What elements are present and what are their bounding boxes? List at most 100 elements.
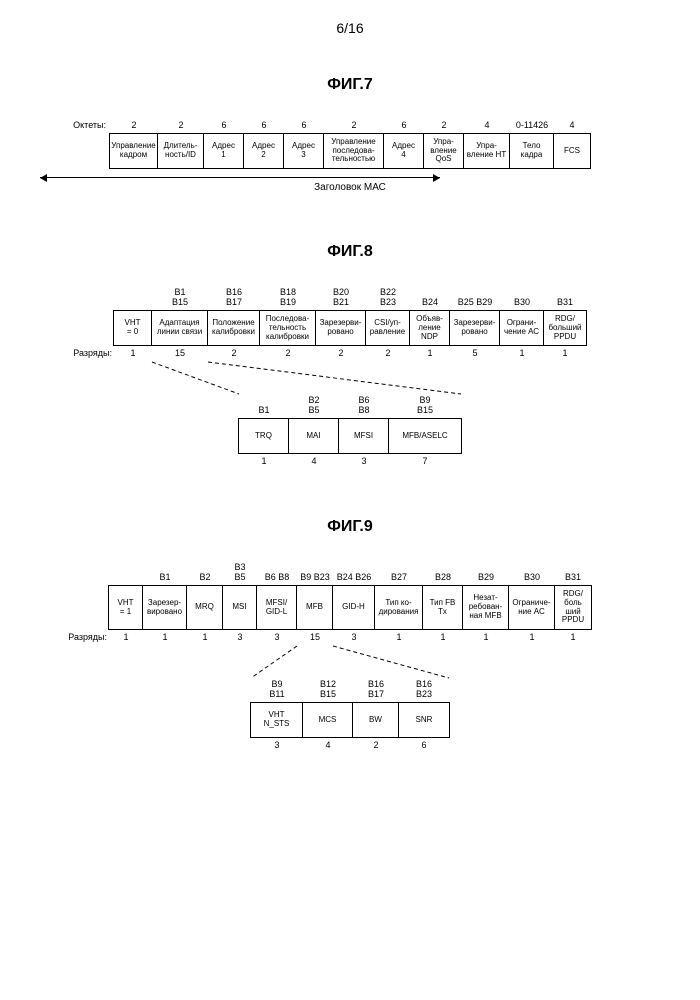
mac-header-arrow bbox=[40, 177, 440, 178]
field-cell: MFSI bbox=[339, 419, 389, 453]
bits-header-cell: B24 bbox=[410, 286, 450, 310]
field-cell: Ограниче-ние АС bbox=[509, 586, 555, 629]
fig9-sub-table: VHTN_STSMCSBWSNR bbox=[250, 702, 450, 738]
field-cell: Управление кадром bbox=[110, 134, 158, 168]
field-cell: 1 bbox=[143, 630, 187, 644]
field-cell: 3 bbox=[251, 738, 303, 752]
field-cell: 2 bbox=[158, 119, 204, 133]
field-cell: 3 bbox=[257, 630, 297, 644]
field-cell: 1 bbox=[114, 346, 152, 360]
bits-header-cell: B29 bbox=[463, 561, 509, 585]
field-cell: 1 bbox=[500, 346, 544, 360]
bits-header-cell: B27 bbox=[375, 561, 423, 585]
bits-header-cell: B20B21 bbox=[316, 286, 366, 310]
field-cell: 6 bbox=[204, 119, 244, 133]
field-cell: RDG/большийPPDU bbox=[555, 586, 591, 629]
figure-8: ФИГ.8 B1B15B16B17B18B19B20B21B22B23B24B2… bbox=[40, 243, 660, 468]
fig8-bits-footer: Разряды:11522221511 bbox=[114, 346, 586, 360]
field-cell: 3 bbox=[339, 454, 389, 468]
field-cell: 1 bbox=[410, 346, 450, 360]
field-cell: Незат-ребован-ная MFB bbox=[463, 586, 509, 629]
field-cell: MSI bbox=[223, 586, 257, 629]
bits-header-cell bbox=[114, 286, 152, 310]
field-cell: Упра-влениеQoS bbox=[424, 134, 464, 168]
field-cell: 2 bbox=[260, 346, 316, 360]
field-cell: Зарезерви-ровано bbox=[450, 311, 500, 345]
bits-header-cell: B9B15 bbox=[389, 394, 461, 418]
page-number: 6/16 bbox=[40, 20, 660, 36]
field-cell: Адрес4 bbox=[384, 134, 424, 168]
bits-header-cell: B31 bbox=[555, 561, 591, 585]
fig9-title: ФИГ.9 bbox=[40, 518, 660, 536]
fig9-table: VHT= 1Зарезер-вированоMRQMSIMFSI/GID-LMF… bbox=[108, 585, 592, 630]
field-cell: 2 bbox=[353, 738, 399, 752]
field-cell: Адрес2 bbox=[244, 134, 284, 168]
bits-header-cell: B28 bbox=[423, 561, 463, 585]
fig8-bits-header: B1B15B16B17B18B19B20B21B22B23B24B25 B29B… bbox=[114, 286, 586, 310]
field-cell: 4 bbox=[303, 738, 353, 752]
field-cell: 7 bbox=[389, 454, 461, 468]
bits-header-cell: B24 B26 bbox=[333, 561, 375, 585]
bits-header-cell: B30 bbox=[509, 561, 555, 585]
bits-header-cell: B16B17 bbox=[208, 286, 260, 310]
figure-9: ФИГ.9 B1B2B3B5B6 B8B9 B23B24 B26B27B28B2… bbox=[40, 518, 660, 752]
field-cell: Адаптациялинии связи bbox=[152, 311, 208, 345]
field-cell: 1 bbox=[109, 630, 143, 644]
bits-header-cell: B1 bbox=[239, 394, 289, 418]
field-cell: 1 bbox=[375, 630, 423, 644]
field-cell: TRQ bbox=[239, 419, 289, 453]
figure-7: ФИГ.7 Октеты:2266626240-114264 Управлени… bbox=[40, 76, 660, 193]
field-cell: 4 bbox=[554, 119, 590, 133]
field-cell: 2 bbox=[208, 346, 260, 360]
bits-header-cell: B12B15 bbox=[303, 678, 353, 702]
field-cell: 1 bbox=[187, 630, 223, 644]
field-cell: 15 bbox=[297, 630, 333, 644]
fig8-expand-lines bbox=[114, 360, 586, 396]
field-cell: Тип FBTx bbox=[423, 586, 463, 629]
field-cell: VHT= 0 bbox=[114, 311, 152, 345]
field-cell: 2 bbox=[110, 119, 158, 133]
field-cell: 1 bbox=[544, 346, 586, 360]
field-cell: 4 bbox=[464, 119, 510, 133]
field-cell: 3 bbox=[333, 630, 375, 644]
field-cell: 6 bbox=[284, 119, 324, 133]
fig9-bits-footer: Разряды:1113315311111 bbox=[109, 630, 591, 644]
field-cell: Зарезерви-ровано bbox=[316, 311, 366, 345]
field-cell: VHT= 1 bbox=[109, 586, 143, 629]
bits-header-cell: B18B19 bbox=[260, 286, 316, 310]
fig8-title: ФИГ.8 bbox=[40, 243, 660, 261]
field-cell: 5 bbox=[450, 346, 500, 360]
fig8-sub-header: B1B2B5B6B8B9B15 bbox=[239, 394, 461, 418]
field-cell: GID-H bbox=[333, 586, 375, 629]
bits-header-cell: B1 bbox=[143, 561, 187, 585]
field-cell: 1 bbox=[555, 630, 591, 644]
field-cell: 2 bbox=[424, 119, 464, 133]
field-cell: 15 bbox=[152, 346, 208, 360]
field-cell: Тип ко-дирования bbox=[375, 586, 423, 629]
fig9-bits-header: B1B2B3B5B6 B8B9 B23B24 B26B27B28B29B30B3… bbox=[109, 561, 591, 585]
field-cell: BW bbox=[353, 703, 399, 737]
field-cell: Упра-вление HT bbox=[464, 134, 510, 168]
fig8-table: VHT= 0Адаптациялинии связиПоложениекалиб… bbox=[113, 310, 587, 346]
fig9-expand-lines bbox=[109, 644, 591, 680]
field-cell: 1 bbox=[239, 454, 289, 468]
field-cell: MFB bbox=[297, 586, 333, 629]
field-cell: MFSI/GID-L bbox=[257, 586, 297, 629]
fig7-table: Управление кадромДлитель-ность/IDАдрес1А… bbox=[109, 133, 591, 169]
field-cell: CSI/уп-равление bbox=[366, 311, 410, 345]
bits-header-cell: B16B23 bbox=[399, 678, 449, 702]
fig9-sub: B9B11B12B15B16B17B16B23 VHTN_STSMCSBWSNR… bbox=[40, 678, 660, 752]
bits-header-cell: B6 B8 bbox=[257, 561, 297, 585]
field-cell: FCS bbox=[554, 134, 590, 168]
bits-header-cell: B6B8 bbox=[339, 394, 389, 418]
bits-header-cell: B30 bbox=[500, 286, 544, 310]
fig8-sub-footer: 1437 bbox=[239, 454, 461, 468]
field-cell: 1 bbox=[463, 630, 509, 644]
field-cell: Управление последова-тельностью bbox=[324, 134, 384, 168]
fig7-mac-header: Заголовок МАС bbox=[40, 177, 660, 193]
bits-header-cell: B25 B29 bbox=[450, 286, 500, 310]
field-cell: 6 bbox=[399, 738, 449, 752]
field-cell: Объяв-лениеNDP bbox=[410, 311, 450, 345]
field-cell: VHTN_STS bbox=[251, 703, 303, 737]
fig9-sub-header: B9B11B12B15B16B17B16B23 bbox=[251, 678, 449, 702]
